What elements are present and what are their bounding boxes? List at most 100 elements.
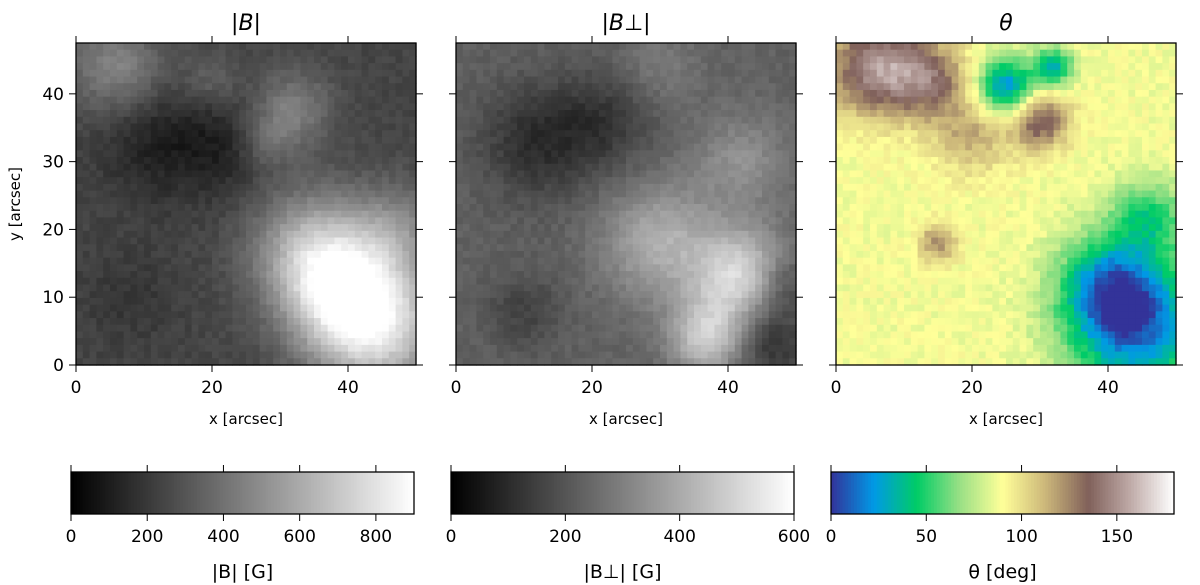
heatmap-cell [137,89,145,98]
heatmap-cell [762,358,770,366]
heatmap-cell [157,110,165,118]
heatmap-cell [503,291,511,299]
heatmap-cell [666,257,675,265]
heatmap-cell [639,197,647,205]
heatmap-cell [123,224,131,232]
heatmap-cell [598,89,607,98]
heatmap-cell [517,264,525,272]
heatmap-cell [558,277,566,286]
heatmap-cell [456,210,464,219]
heatmap-cell [700,304,709,312]
heatmap-cell [150,136,159,145]
heatmap-cell [259,96,267,104]
heatmap-cell [144,297,152,306]
heatmap-cell [687,284,695,292]
heatmap-cell [564,56,573,64]
heatmap-cell [687,277,695,286]
heatmap-cell [150,210,159,219]
heatmap-cell [721,116,729,125]
heatmap-cell [517,190,525,198]
heatmap-cell [123,143,131,151]
heatmap-cell [130,344,138,353]
heatmap-cell [598,177,607,185]
heatmap-cell [198,358,206,366]
heatmap-cell [239,210,247,219]
heatmap-cell [571,63,579,71]
heatmap-cell [721,358,729,366]
heatmap-cell [123,304,131,312]
heatmap-cell [476,76,484,84]
heatmap-cell [496,277,505,286]
heatmap-cell [748,338,756,346]
heatmap-cell [639,257,647,265]
heatmap-cell [496,177,505,185]
heatmap-cell [402,103,410,111]
heatmap-cell [205,110,213,118]
heatmap-cell [503,63,511,71]
heatmap-cell [137,83,145,91]
heatmap-cell [687,170,695,178]
heatmap-cell [605,49,613,58]
heatmap-cell [544,257,552,265]
heatmap-cell [924,49,932,58]
heatmap-cell [232,177,240,185]
heatmap-cell [382,277,390,286]
heatmap-cell [612,210,620,219]
heatmap-cell [314,271,322,279]
heatmap-cell [714,123,722,131]
heatmap-cell [700,130,709,138]
heatmap-cell [462,136,471,145]
heatmap-cell [578,204,586,212]
heatmap-cell [184,304,193,312]
heatmap-cell [612,257,620,265]
heatmap-cell [266,163,274,172]
heatmap-cell [191,344,199,353]
heatmap-cell [741,217,749,225]
heatmap-cell [503,103,511,111]
heatmap-cell [246,96,254,104]
heatmap-cell [395,163,403,172]
heatmap-cell [76,284,84,292]
heatmap-cell [293,344,301,353]
heatmap-cell [626,318,634,326]
heatmap-cell [666,190,675,198]
heatmap-cell [578,324,586,333]
heatmap-cell [653,170,661,178]
heatmap-cell [496,351,505,359]
heatmap-cell [789,190,797,198]
heatmap-cell [728,69,736,78]
heatmap-cell [707,250,715,259]
heatmap-cell [503,163,511,172]
heatmap-cell [748,331,756,339]
heatmap-cell [700,338,709,346]
heatmap-cell [585,170,593,178]
heatmap-cell [184,69,193,78]
heatmap-cell [341,358,349,366]
heatmap-cell [273,237,281,245]
heatmap-cell [748,143,756,151]
heatmap-cell [191,264,199,272]
heatmap-cell [524,43,532,51]
heatmap-cell [544,344,552,353]
heatmap-cell [246,76,254,84]
heatmap-cell [510,143,518,151]
heatmap-cell [252,123,261,131]
heatmap-cell [103,324,111,333]
heatmap-cell [307,344,315,353]
heatmap-cell [286,43,295,51]
heatmap-cell [660,183,668,192]
heatmap-cell [157,163,165,172]
heatmap-cell [1053,43,1061,51]
heatmap-cell [490,271,498,279]
heatmap-cell [612,56,620,64]
heatmap-cell [348,49,356,58]
heatmap-cell [293,271,301,279]
heatmap-cell [239,304,247,312]
heatmap-cell [775,96,783,104]
heatmap-cell [402,110,410,118]
heatmap-cell [273,197,281,205]
heatmap-cell [503,237,511,245]
heatmap-cell [348,177,356,185]
heatmap-cell [341,204,349,212]
heatmap-cell [612,157,620,165]
